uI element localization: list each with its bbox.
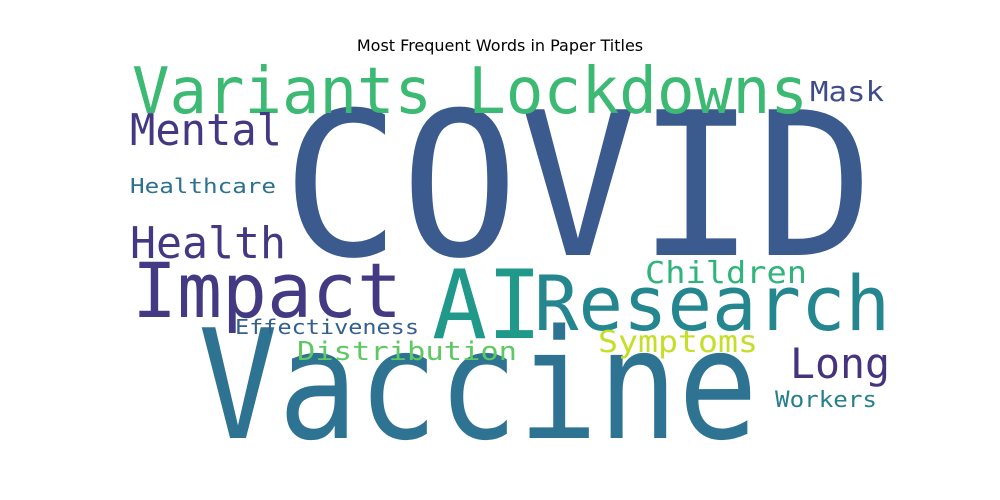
word-healthcare: Healthcare bbox=[130, 174, 276, 198]
word-lockdowns: Lockdowns bbox=[468, 55, 808, 129]
word-distribution: Distribution bbox=[297, 337, 517, 367]
word-long: Long bbox=[790, 339, 890, 388]
word-effectiveness: Effectiveness bbox=[235, 315, 419, 339]
word-mask: Mask bbox=[810, 75, 884, 108]
word-children: Children bbox=[645, 256, 807, 291]
word-covid: COVID bbox=[282, 70, 874, 303]
word-mental: Mental bbox=[130, 105, 282, 156]
word-health: Health bbox=[130, 218, 286, 269]
word-symptoms: Symptoms bbox=[598, 325, 758, 360]
word-vaccine: Vaccine bbox=[198, 297, 758, 474]
chart-title: Most Frequent Words in Paper Titles bbox=[356, 36, 644, 55]
word-impact: Impact bbox=[132, 246, 402, 335]
word-workers: Workers bbox=[775, 388, 877, 413]
word-ai: AI bbox=[432, 251, 542, 361]
word-research: Research bbox=[534, 259, 890, 348]
word-variants: Variants bbox=[132, 55, 432, 129]
